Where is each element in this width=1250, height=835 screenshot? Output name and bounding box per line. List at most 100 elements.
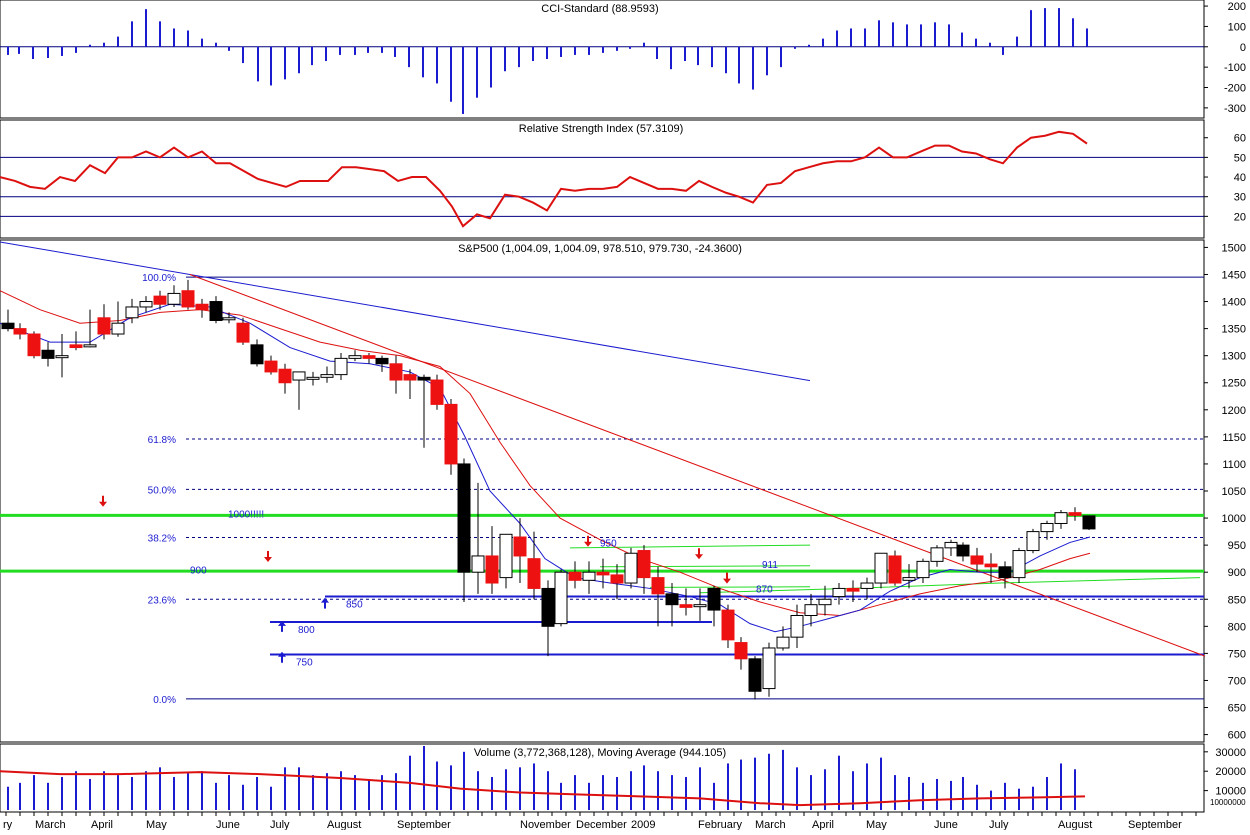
candle-body <box>111 322 125 335</box>
green-moving-average <box>699 577 1201 594</box>
candle-body <box>956 544 970 557</box>
rsi-axis-tick-label: 40 <box>1234 172 1246 184</box>
price-axis-tick-label: 650 <box>1228 703 1246 715</box>
up-arrow-head <box>278 651 286 657</box>
x-axis-label: June <box>216 819 240 830</box>
support-label: 750 <box>296 657 313 668</box>
price-axis-tick-label: 1100 <box>1222 459 1246 471</box>
candle-body <box>236 322 250 343</box>
x-axis-label: August <box>327 819 361 830</box>
x-axis-label: September <box>1128 819 1182 830</box>
x-axis-label: April <box>91 819 113 830</box>
candle-body <box>790 615 804 638</box>
support-label: 800 <box>298 625 315 636</box>
candle-body <box>998 566 1012 579</box>
price-axis-tick-label: 1200 <box>1222 405 1246 417</box>
x-axis-label: March <box>35 819 66 830</box>
candle-body <box>125 306 139 319</box>
candle-body <box>846 587 860 592</box>
candle-body <box>637 550 651 579</box>
candle-body <box>222 317 236 321</box>
candle-body <box>97 317 111 335</box>
candle-body <box>874 552 888 584</box>
candle-body <box>734 642 748 660</box>
fib-level-label: 0.0% <box>153 695 176 706</box>
candle-body <box>55 355 69 359</box>
price-axis-tick-label: 1300 <box>1222 351 1246 363</box>
candle-body <box>832 587 846 598</box>
candle-body <box>278 368 292 384</box>
x-axis-label: June <box>934 819 958 830</box>
fib-level-label: 38.2% <box>148 534 176 545</box>
green-ma-segment <box>649 586 811 588</box>
candle-body <box>181 290 195 308</box>
price-axis-tick-label: 1450 <box>1222 269 1246 281</box>
candle-body <box>1012 550 1026 579</box>
price-axis-tick-label: 900 <box>1228 567 1246 579</box>
candle-body <box>860 582 874 589</box>
x-axis-label: February <box>698 819 743 830</box>
x-axis-label: April <box>812 819 834 830</box>
candle-body <box>417 376 431 381</box>
trend-line <box>0 241 811 382</box>
candle-body <box>1026 531 1040 552</box>
candle-body <box>610 574 624 584</box>
candle-body <box>403 374 417 381</box>
down-arrow-head <box>723 578 731 584</box>
candle-body <box>818 598 832 606</box>
candle-body <box>27 333 41 357</box>
candle-body <box>970 555 984 565</box>
price-title: S&P500 (1,004.09, 1,004.09, 978.510, 979… <box>458 243 742 255</box>
candle-body <box>195 303 209 311</box>
candle-body <box>596 571 610 576</box>
x-axis-label: November <box>520 819 571 830</box>
candle-body <box>13 328 27 335</box>
cci-axis-tick-label: 0 <box>1240 42 1246 54</box>
candle-body <box>568 571 582 581</box>
price-annotation: 870 <box>756 584 773 595</box>
price-annotation: 1000!!!!! <box>228 510 264 521</box>
price-axis-tick-label: 1500 <box>1222 242 1246 254</box>
rsi-panel <box>0 119 1205 239</box>
fib-level-label: 23.6% <box>148 595 176 606</box>
candle-body <box>444 403 458 465</box>
candle-body <box>389 363 403 381</box>
red-moving-average <box>0 290 1091 617</box>
candle-body <box>139 301 153 308</box>
candle-body <box>762 647 776 690</box>
rsi-line <box>0 130 1088 228</box>
x-axis-label: May <box>146 819 167 830</box>
rsi-axis-tick-label: 50 <box>1234 152 1246 164</box>
price-panel <box>0 239 1205 743</box>
x-axis-label: December <box>576 819 627 830</box>
price-annotation: 911 <box>762 560 778 571</box>
support-label: 850 <box>346 600 363 611</box>
candle-body <box>320 374 334 378</box>
candle-body <box>83 344 97 348</box>
cci-axis-tick-label: -200 <box>1224 83 1246 95</box>
down-arrow-head <box>99 501 107 507</box>
price-axis-tick-label: 800 <box>1228 621 1246 633</box>
candle-body <box>1082 515 1096 530</box>
volume-title: Volume (3,772,368,128), Moving Average (… <box>474 747 726 759</box>
candle-body <box>153 295 167 305</box>
candle-body <box>334 357 348 376</box>
up-arrow-head <box>278 620 286 626</box>
candle-body <box>209 301 223 321</box>
candle-body <box>679 604 693 608</box>
cci-axis-tick-label: 200 <box>1228 1 1246 13</box>
candle-body <box>804 604 818 616</box>
price-axis-tick-label: 1350 <box>1222 324 1246 336</box>
candle-body <box>457 463 471 573</box>
price-axis-tick-label: 850 <box>1228 594 1246 606</box>
x-axis-label: March <box>755 819 786 830</box>
candle-body <box>348 355 362 359</box>
price-axis-tick-label: 950 <box>1228 540 1246 552</box>
rsi-title: Relative Strength Index (57.3109) <box>519 123 684 135</box>
candle-body <box>776 636 790 649</box>
rsi-axis-tick-label: 60 <box>1234 133 1246 145</box>
rsi-axis-tick-label: 30 <box>1234 192 1246 204</box>
cci-axis-tick-label: 100 <box>1228 21 1246 33</box>
candle-body <box>471 555 485 573</box>
